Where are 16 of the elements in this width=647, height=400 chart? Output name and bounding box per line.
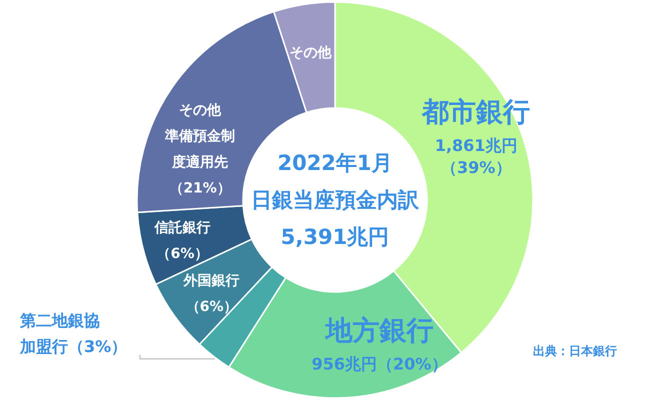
data-label: 1,861兆円（39%） [434, 136, 518, 178]
slice-label: その他準備預金制度適用先 [164, 102, 236, 170]
text: 2022年1月 [277, 151, 393, 175]
text: 5,391兆円 [280, 225, 390, 249]
data-label: （21%） [169, 180, 231, 196]
data-label: 956兆円（20%） [312, 354, 448, 374]
slice-label: 信託銀行 [154, 220, 211, 236]
slice-label: 地方銀行 [324, 316, 434, 347]
text: 日銀当座預金内訳 [251, 188, 420, 212]
slice-label: 第二地銀協加盟行（3%） [19, 311, 128, 356]
slice-label: 都市銀行 [421, 97, 530, 128]
slice-label: 外国銀行 [182, 273, 240, 290]
source-note: 出典：日本銀行 [533, 344, 617, 358]
data-label: （6%） [156, 246, 208, 262]
slice-label: その他 [289, 44, 332, 61]
data-label: （6%） [186, 299, 238, 316]
